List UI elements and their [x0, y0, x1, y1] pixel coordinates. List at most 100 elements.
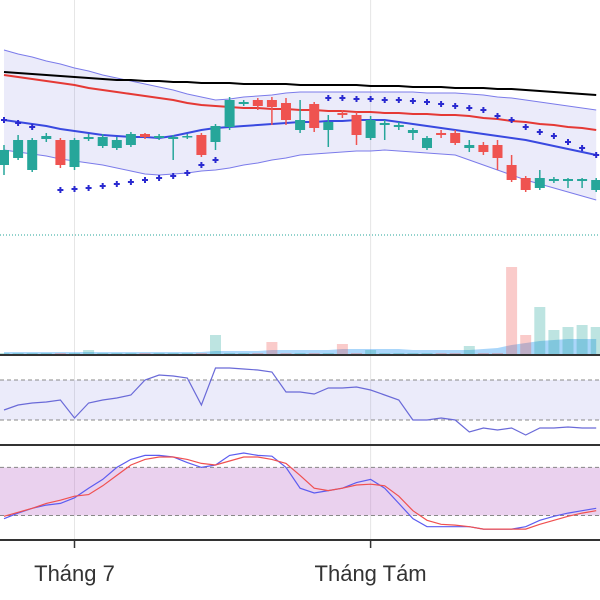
- candle-body: [365, 120, 376, 138]
- candle-body: [295, 120, 306, 130]
- sar-marker: [85, 185, 92, 191]
- sar-marker: [71, 186, 78, 192]
- sar-marker: [29, 124, 36, 130]
- sar-marker: [424, 99, 430, 105]
- sar-marker: [480, 107, 487, 113]
- line: [3, 456, 597, 530]
- sar-marker: [367, 96, 374, 102]
- candle-body: [563, 179, 573, 181]
- sar-marker: [353, 96, 360, 102]
- candle-body: [97, 137, 108, 146]
- candle-body: [548, 179, 559, 181]
- sar-marker: [565, 139, 571, 145]
- candle-body: [55, 140, 66, 165]
- x-tick-label: Tháng 7: [34, 561, 115, 586]
- sar-marker: [156, 175, 163, 181]
- sar-marker: [325, 95, 332, 101]
- candle-body: [591, 180, 600, 190]
- candle-body: [534, 178, 545, 188]
- candle-body: [154, 136, 165, 138]
- candle-body: [125, 134, 136, 145]
- sar-marker: [452, 103, 459, 109]
- volume-bar: [562, 327, 574, 355]
- sar-marker: [339, 95, 346, 101]
- volume-bar: [463, 346, 475, 355]
- sar-marker: [536, 129, 543, 135]
- candle-body: [238, 102, 249, 104]
- sar-marker: [1, 117, 7, 123]
- candle-body: [577, 179, 588, 181]
- candle-body: [520, 178, 531, 190]
- candle-body: [281, 103, 291, 120]
- candle-body: [0, 150, 9, 165]
- candle-body: [506, 165, 517, 180]
- volume-bar: [576, 325, 588, 355]
- candle-body: [450, 133, 461, 143]
- price-panel: [0, 49, 600, 236]
- sar-marker: [113, 181, 120, 187]
- candle-body: [478, 145, 489, 152]
- x-tick-label: Tháng Tám: [315, 561, 427, 586]
- candle-body: [422, 138, 432, 148]
- candle-body: [323, 122, 334, 130]
- sar-marker: [409, 98, 416, 104]
- sar-marker: [579, 145, 586, 151]
- candle-body: [224, 100, 235, 127]
- volume-bar: [266, 342, 278, 355]
- candle-body: [436, 133, 447, 135]
- candle-body: [111, 140, 122, 148]
- sar-marker: [522, 124, 529, 130]
- volume-bar: [336, 344, 348, 355]
- candle-body: [140, 134, 150, 137]
- sar-marker: [212, 157, 219, 163]
- volume-bar: [365, 350, 377, 355]
- sar-marker: [438, 101, 445, 107]
- line: [3, 367, 597, 436]
- sar-marker: [99, 183, 106, 189]
- candle-body: [83, 137, 94, 139]
- volume-bar: [210, 335, 221, 355]
- candle-body: [182, 136, 193, 138]
- band-fill: [0, 380, 600, 420]
- volume-bar: [548, 330, 560, 355]
- sar-marker: [170, 173, 177, 179]
- candle-body: [210, 126, 221, 142]
- volume-bar: [506, 267, 518, 355]
- volume-bar: [520, 335, 532, 355]
- candle-body: [464, 145, 475, 148]
- sar-marker: [142, 177, 148, 183]
- sar-marker: [198, 162, 205, 168]
- candle-body: [13, 140, 24, 158]
- volume-bar: [83, 350, 95, 355]
- candle-body: [69, 140, 80, 167]
- candle-body: [196, 135, 207, 155]
- sar-marker: [381, 97, 388, 103]
- sar-marker: [395, 97, 402, 103]
- candle-body: [492, 145, 503, 158]
- candle-body: [309, 104, 320, 128]
- line: [3, 71, 597, 96]
- sar-marker: [15, 120, 22, 126]
- candle-body: [266, 100, 277, 107]
- candle-body: [27, 140, 38, 170]
- sar-marker: [508, 117, 515, 123]
- volume-bar: [534, 307, 546, 355]
- candle-body: [393, 125, 404, 127]
- sar-marker: [127, 179, 134, 185]
- sar-marker: [57, 187, 64, 193]
- candle-body: [168, 137, 179, 139]
- candle-body: [351, 115, 362, 135]
- sar-marker: [494, 113, 501, 119]
- candle-body: [252, 100, 263, 106]
- volume-ma-area: [4, 339, 597, 355]
- sar-marker: [466, 105, 473, 111]
- sar-marker: [593, 152, 600, 158]
- volume-bar: [590, 327, 600, 355]
- candle-body: [379, 123, 390, 125]
- sar-marker: [550, 133, 557, 139]
- candle-body: [337, 113, 348, 115]
- candle-body: [407, 130, 418, 133]
- candle-body: [41, 136, 52, 139]
- line: [3, 49, 597, 111]
